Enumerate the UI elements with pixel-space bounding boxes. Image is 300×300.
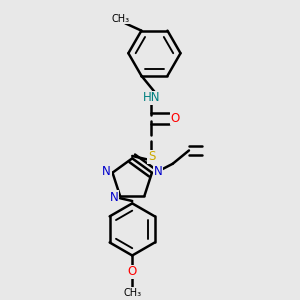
Text: N: N	[110, 191, 118, 204]
Text: HN: HN	[143, 91, 160, 104]
Text: O: O	[170, 112, 180, 125]
Text: N: N	[102, 165, 111, 178]
Text: O: O	[128, 265, 137, 278]
Text: S: S	[148, 150, 155, 164]
Text: CH₃: CH₃	[112, 14, 130, 24]
Text: N: N	[154, 165, 162, 178]
Text: CH₃: CH₃	[123, 287, 141, 298]
